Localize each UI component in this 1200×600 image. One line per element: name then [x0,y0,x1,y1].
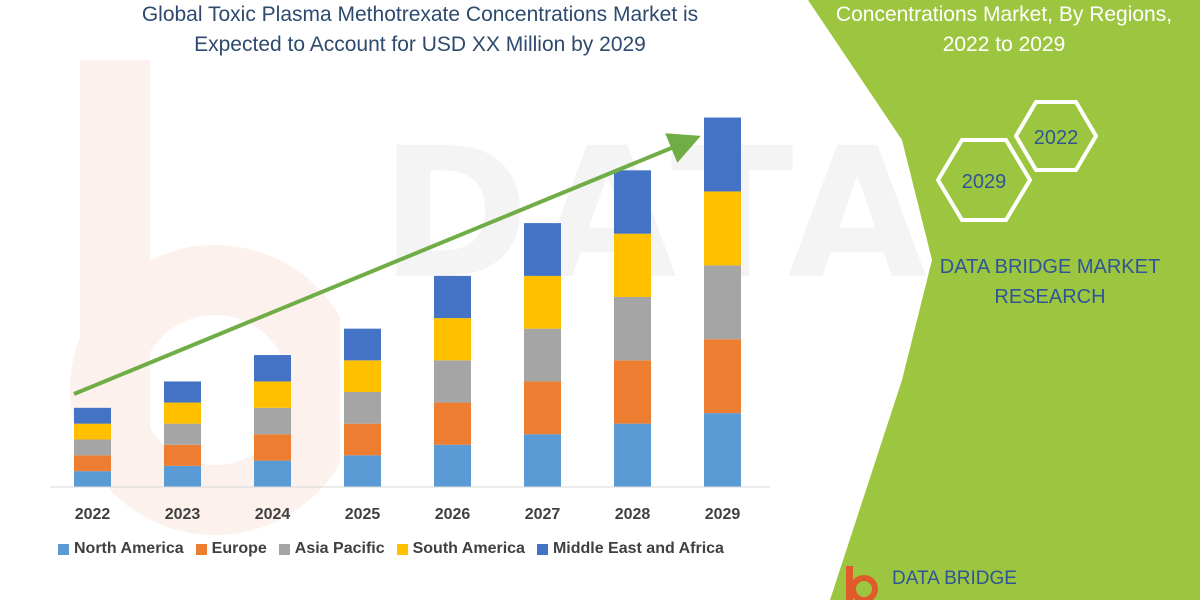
bar-2029-europe [704,339,741,414]
bar-2023-middle-east-and-africa [164,381,201,403]
bar-2025-middle-east-and-africa [344,328,381,361]
bar-2025-north-america [344,455,381,487]
brand-name-line2: RESEARCH [994,286,1106,308]
bar-2024-north-america [254,460,291,487]
bar-2026-north-america [434,444,471,487]
legend-label: South America [412,540,525,557]
x-tick-label-2029: 2029 [705,506,741,523]
legend-item-south-america: South America [396,540,525,558]
bar-2028-middle-east-and-africa [614,170,651,234]
side-panel-title-line1: Concentrations Market, By Regions, [835,3,1173,26]
legend-label: Europe [211,540,267,557]
bar-2027-asia-pacific [524,328,561,382]
bar-2023-south-america [164,402,201,424]
trend-arrow [73,133,701,396]
legend-item-middle-east-and-africa: Middle East and Africa [536,540,724,558]
bar-2029-middle-east-and-africa [704,117,741,192]
bar-2028-europe [614,360,651,424]
chart-title-line2: Expected to Account for USD XX Million b… [194,33,646,56]
legend-item-north-america: North America [58,540,184,558]
brand-logo-icon [846,566,878,600]
legend-swatch [278,543,290,555]
legend-item-europe: Europe [195,540,267,558]
bar-2029-north-america [704,413,741,487]
chart-title-line1: Global Toxic Plasma Methotrexate Concent… [141,3,699,26]
x-tick-label-2027: 2027 [525,506,561,523]
bar-2023-asia-pacific [164,423,201,445]
bar-2024-south-america [254,381,291,408]
x-tick-label-2022: 2022 [75,506,111,523]
bar-2022-middle-east-and-africa [74,407,111,424]
side-panel-shape [808,0,1200,600]
brand-name-line1: DATA BRIDGE MARKET [939,256,1161,278]
bar-2026-europe [434,402,471,445]
bar-2028-north-america [614,423,651,487]
bar-2023-north-america [164,465,201,487]
bar-2022-north-america [74,471,111,487]
bar-2022-europe [74,455,111,472]
bar-2029-asia-pacific [704,265,741,340]
bar-2027-europe [524,381,561,435]
bar-2024-asia-pacific [254,407,291,435]
bar-2026-south-america [434,318,471,361]
x-tick-label-2024: 2024 [255,506,291,523]
bar-2024-europe [254,434,291,461]
legend-swatch [195,543,207,555]
bar-2027-north-america [524,434,561,487]
bar-2025-south-america [344,360,381,392]
legend-label: Asia Pacific [294,540,385,557]
bar-2028-asia-pacific [614,297,651,361]
bar-2026-middle-east-and-africa [434,275,471,319]
bar-2029-south-america [704,191,741,266]
x-tick-label-2028: 2028 [615,506,651,523]
hexagon-2029-label: 2029 [962,171,1007,193]
hexagon-2029-icon [935,138,1033,222]
hexagon-2022-icon [1013,100,1099,172]
side-panel-title: Concentrations Market, By Regions, 2022 … [808,0,1200,60]
bar-2024-middle-east-and-africa [254,355,291,382]
bar-2025-asia-pacific [344,392,381,424]
chart-title: Global Toxic Plasma Methotrexate Concent… [60,0,780,60]
hexagon-2022-label: 2022 [1034,127,1079,149]
legend-swatch [58,543,69,555]
legend-swatch [396,543,408,555]
legend-label: Middle East and Africa [552,540,724,557]
side-panel-title-line2: 2022 to 2029 [942,33,1066,56]
chart-legend: North America Europe Asia Pacific South Ame… [58,540,724,558]
bar-2022-asia-pacific [74,439,111,456]
legend-swatch [536,543,548,555]
bar-2027-south-america [524,275,561,329]
x-tick-label-2026: 2026 [435,506,471,523]
bar-2025-europe [344,423,381,456]
x-tick-label-2025: 2025 [345,506,381,523]
legend-item-asia-pacific: Asia Pacific [278,540,385,558]
legend-label: North America [74,540,184,557]
bar-2023-europe [164,444,201,466]
bar-2027-middle-east-and-africa [524,223,561,276]
x-tick-label-2023: 2023 [165,506,201,523]
brand-name: DATA BRIDGE MARKET RESEARCH [900,252,1200,312]
brand-logo-text: DATA BRIDGE [892,568,1017,589]
bar-2026-asia-pacific [434,360,471,403]
bar-2022-south-america [74,423,111,440]
bar-2028-south-america [614,233,651,297]
